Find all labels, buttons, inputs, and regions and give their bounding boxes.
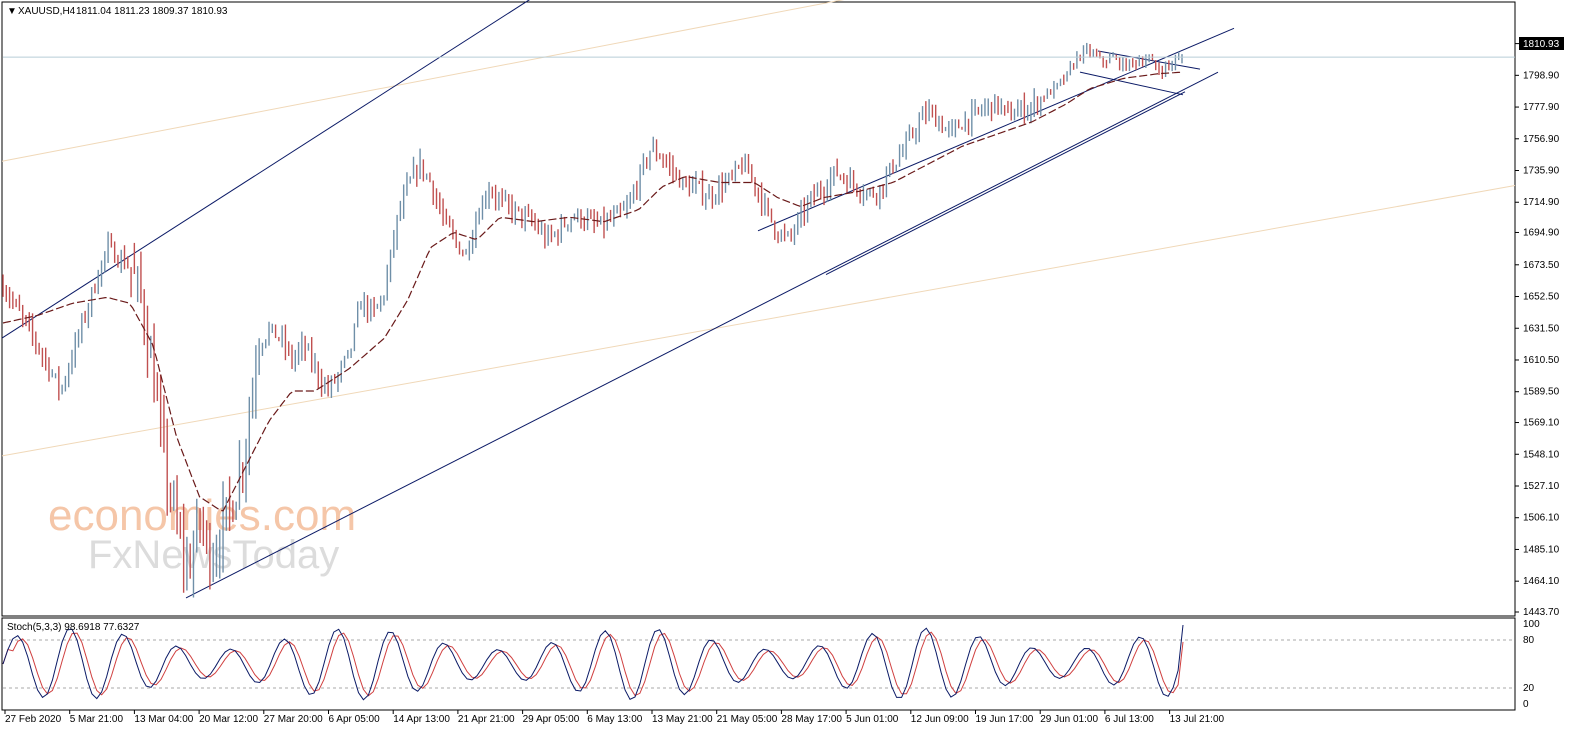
y-tick-label: 1714.90 (1523, 197, 1560, 208)
x-tick-label: 21 May 05:00 (717, 714, 778, 725)
rising-channel-lower (825, 91, 1186, 276)
x-tick-label: 14 Apr 13:00 (393, 714, 450, 725)
flag-lower (1079, 71, 1184, 96)
x-tick-label: 27 Feb 2020 (5, 714, 62, 725)
x-tick-label: 6 May 13:00 (587, 714, 642, 725)
channel-upper-line (1, 0, 530, 339)
x-tick-label: 12 Jun 09:00 (911, 714, 969, 725)
y-tick-label: 1506.10 (1523, 513, 1560, 524)
x-tick-label: 29 Jun 01:00 (1040, 714, 1098, 725)
stochastic-pane: 100 80 20 0 (2, 619, 1540, 710)
x-tick-label: 5 Jun 01:00 (846, 714, 899, 725)
y-tick-label: 1464.10 (1523, 576, 1560, 587)
y-tick-label: 1652.50 (1523, 292, 1560, 303)
time-axis: 27 Feb 2020 5 Mar 21:00 13 Mar 04:00 20 Mar… (4, 710, 1225, 725)
candles (2, 42, 1183, 598)
x-tick-label: 19 Jun 17:00 (976, 714, 1034, 725)
ma-line (2, 71, 1183, 512)
y-tick-label: 1527.10 (1523, 481, 1560, 492)
symbol-arrow-icon[interactable]: ▼ (7, 6, 17, 17)
ohlc-values: 1811.04 1811.23 1809.37 1810.93 (76, 6, 228, 17)
thin-trendline-upper (1, 0, 845, 162)
x-tick-label: 6 Apr 05:00 (329, 714, 381, 725)
moving-average (2, 71, 1183, 512)
x-tick-label: 21 Apr 21:00 (458, 714, 515, 725)
x-tick-label: 28 May 17:00 (781, 714, 842, 725)
stoch-tick-label: 80 (1523, 635, 1535, 646)
y-tick-label: 1798.90 (1523, 70, 1560, 81)
stoch-tick-label: 20 (1523, 683, 1535, 694)
x-tick-label: 20 Mar 12:00 (199, 714, 258, 725)
x-tick-label: 13 Mar 04:00 (134, 714, 193, 725)
stoch-signal-line (2, 631, 1184, 697)
y-tick-label: 1610.50 (1523, 355, 1560, 366)
y-tick-label: 1589.50 (1523, 387, 1560, 398)
watermark-brand: economies.com (48, 491, 356, 540)
current-price-label: 1810.93 (1523, 39, 1560, 50)
rising-channel-upper (757, 27, 1235, 232)
channel-lower-line (185, 71, 1219, 599)
x-tick-label: 13 May 21:00 (652, 714, 713, 725)
thin-trendline-lower (1, 184, 1516, 457)
stoch-main-line (2, 624, 1184, 701)
y-tick-label: 1673.50 (1523, 260, 1560, 271)
y-tick-label: 1548.10 (1523, 449, 1560, 460)
y-tick-label: 1694.90 (1523, 227, 1560, 238)
y-tick-label: 1485.10 (1523, 544, 1560, 555)
y-tick-label: 1777.90 (1523, 102, 1560, 113)
stoch-pane-border (1, 617, 1516, 711)
y-tick-label: 1735.90 (1523, 166, 1560, 177)
y-tick-label: 1756.90 (1523, 134, 1560, 145)
y-tick-label: 1443.70 (1523, 607, 1560, 618)
x-tick-label: 5 Mar 21:00 (70, 714, 124, 725)
x-tick-label: 6 Jul 13:00 (1105, 714, 1154, 725)
x-tick-label: 27 Mar 20:00 (264, 714, 323, 725)
symbol-timeframe: XAUUSD,H4 (18, 6, 76, 17)
stoch-tick-label: 0 (1523, 699, 1529, 710)
x-tick-label: 13 Jul 21:00 (1170, 714, 1225, 725)
y-tick-label: 1631.50 (1523, 323, 1560, 334)
current-price-box (1519, 37, 1564, 50)
stoch-tick-label: 100 (1523, 619, 1540, 630)
stoch-label: Stoch(5,3,3) 98.6918 77.6327 (7, 622, 140, 633)
main-pane-border (1, 1, 1516, 617)
x-tick-label: 29 Apr 05:00 (523, 714, 580, 725)
y-tick-label: 1569.10 (1523, 418, 1560, 429)
